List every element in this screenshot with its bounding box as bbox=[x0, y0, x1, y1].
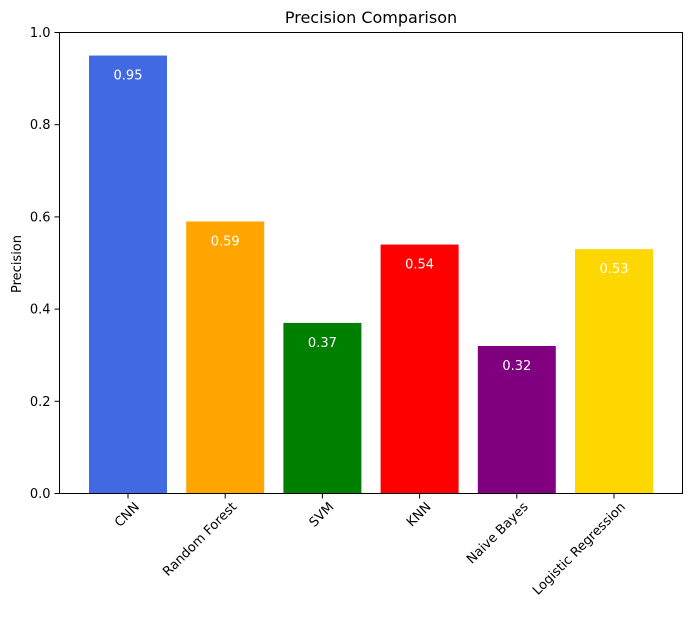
y-tick-label-4: 0.8 bbox=[30, 118, 51, 133]
y-tick-label-2: 0.4 bbox=[30, 303, 51, 318]
plot-frame bbox=[59, 32, 683, 494]
bar-0 bbox=[89, 55, 167, 494]
bar-value-label-2: 0.37 bbox=[308, 336, 337, 351]
y-tick-label-3: 0.6 bbox=[30, 210, 51, 225]
bar-value-label-5: 0.53 bbox=[600, 262, 629, 277]
x-ticks-group: CNN Random Forest SVM KNN Naive BayesLogisti… bbox=[112, 493, 629, 599]
y-tick-label-1: 0.2 bbox=[30, 395, 51, 410]
bar-value-label-1: 0.59 bbox=[211, 235, 240, 250]
bar-4 bbox=[477, 345, 556, 494]
bars-group: 0.95 0.59 0.37 0.54 0.32 0.53 bbox=[89, 55, 653, 494]
bar-5 bbox=[575, 249, 653, 494]
bar-value-label-0: 0.95 bbox=[114, 69, 143, 84]
x-tick-label-2: SVM bbox=[307, 500, 338, 531]
x-tick-label-4: Naive Bayes bbox=[464, 500, 532, 568]
x-tick-label-3: KNN bbox=[404, 500, 434, 530]
x-tick-label-5: Logistic Regression bbox=[530, 500, 629, 599]
bar-value-label-3: 0.54 bbox=[405, 258, 434, 273]
bar-value-label-4: 0.32 bbox=[502, 359, 531, 374]
x-tick-label-0: CNN bbox=[112, 500, 143, 531]
x-tick-label-1: Random Forest bbox=[160, 500, 240, 580]
y-ticks-group: 0.0 0.2 0.4 0.6 0.8 1.0 bbox=[30, 26, 60, 502]
bar-3 bbox=[380, 244, 459, 494]
bar-1 bbox=[186, 221, 265, 494]
y-axis-label: Precision bbox=[10, 235, 25, 293]
y-tick-label-5: 1.0 bbox=[30, 26, 51, 41]
y-tick-label-0: 0.0 bbox=[30, 487, 51, 502]
chart-title: Precision Comparison bbox=[285, 8, 457, 27]
bar-2 bbox=[283, 322, 362, 494]
